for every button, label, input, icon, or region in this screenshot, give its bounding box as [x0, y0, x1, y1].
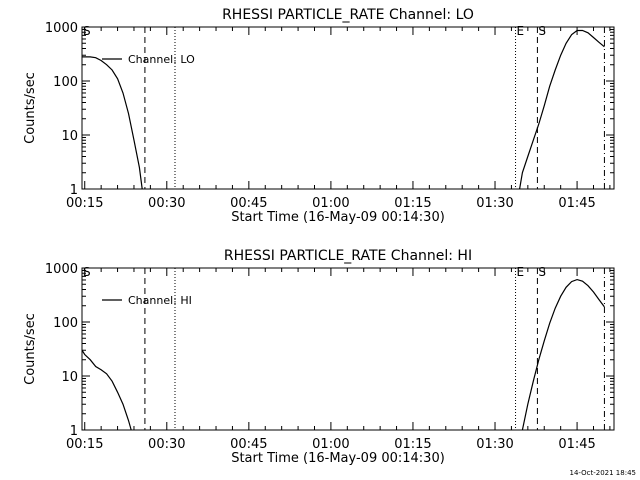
- event-marker-label: S: [538, 265, 546, 279]
- y-tick-label: 1000: [45, 262, 78, 277]
- x-tick-label: 01:15: [394, 196, 431, 211]
- x-tick-label: 01:30: [476, 196, 513, 211]
- panel-hi: RHESSI PARTICLE_RATE Channel: HI 1 10 100 10…: [23, 248, 615, 466]
- x-tick-label: 00:30: [148, 196, 185, 211]
- y-tick-label: 1: [70, 183, 78, 198]
- series-line: [81, 349, 132, 431]
- x-tick-label: 00:30: [148, 437, 185, 452]
- y-tick-label: 100: [53, 75, 78, 90]
- event-marker-label: S: [83, 24, 91, 38]
- y-tick-label: 10: [61, 370, 78, 385]
- x-tick-label: 01:45: [558, 437, 595, 452]
- event-marker-label: E: [517, 265, 525, 279]
- panel-lo: RHESSI PARTICLE_RATE Channel: LO 1 10 100 10…: [23, 7, 615, 225]
- x-tick-label: 00:15: [66, 196, 103, 211]
- footer-timestamp: 14-Oct-2021 18:45: [570, 469, 636, 477]
- legend-label: Channel: LO: [128, 53, 195, 66]
- x-axis-label: Start Time (16-May-09 00:14:30): [231, 210, 445, 225]
- x-tick-label: 01:00: [312, 196, 349, 211]
- chart-title: RHESSI PARTICLE_RATE Channel: LO: [222, 7, 474, 23]
- x-tick-label: 01:45: [558, 196, 595, 211]
- series-line: [521, 278, 605, 431]
- series-line: [82, 56, 143, 190]
- y-tick-label: 1: [70, 424, 78, 439]
- y-axis-label: Counts/sec: [23, 313, 38, 385]
- y-tick-label: 10: [61, 129, 78, 144]
- event-marker-label: E: [517, 24, 525, 38]
- y-tick-label: 100: [53, 316, 78, 331]
- x-tick-label: 00:45: [230, 437, 267, 452]
- y-tick-label: 1000: [45, 21, 78, 36]
- y-axis-label: Counts/sec: [23, 72, 38, 144]
- plot-frame: [81, 26, 615, 190]
- x-tick-label: 01:15: [394, 437, 431, 452]
- legend-label: Channel: HI: [128, 294, 192, 307]
- series-line: [519, 29, 605, 190]
- x-tick-label: 01:30: [476, 437, 513, 452]
- x-axis-label: Start Time (16-May-09 00:14:30): [231, 451, 445, 466]
- chart-title: RHESSI PARTICLE_RATE Channel: HI: [224, 248, 472, 264]
- event-marker-label: S: [538, 24, 546, 38]
- x-tick-label: 00:15: [66, 437, 103, 452]
- x-tick-label: 00:45: [230, 196, 267, 211]
- x-tick-label: 01:00: [312, 437, 349, 452]
- event-marker-label: S: [83, 265, 91, 279]
- plot-frame: [81, 267, 615, 431]
